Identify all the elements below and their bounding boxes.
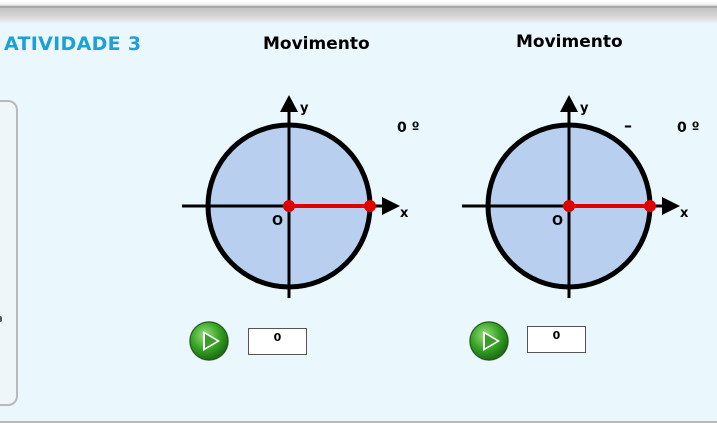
panel-2-y-arrow <box>560 95 578 112</box>
panel-2-sign: – <box>624 116 632 135</box>
panel-2-origin-label: O <box>552 214 563 229</box>
panel-1-unit-circle-diagram: O x y <box>182 95 409 298</box>
panel-1-title: Movimento <box>263 34 370 54</box>
panel-1-origin-point <box>283 200 295 212</box>
panel-2-value-field[interactable]: 0 <box>527 326 586 353</box>
panel-2-play-button[interactable] <box>468 320 510 362</box>
panel-1-value-field[interactable]: 0 <box>248 328 307 355</box>
panel-2-angle-readout: 0 º <box>677 120 700 136</box>
panel-2-unit-circle-diagram: O x y <box>462 95 689 298</box>
panel-1-moving-point[interactable] <box>364 200 376 212</box>
panel-1-angle-readout: 0 º <box>397 120 420 136</box>
side-panel-handle[interactable] <box>0 100 18 406</box>
play-icon <box>189 321 229 361</box>
panel-1-origin-label: O <box>272 214 283 229</box>
panel-1-y-label: y <box>300 101 309 116</box>
panel-2-x-label: x <box>680 206 689 221</box>
panel-2-origin-point <box>563 200 575 212</box>
panel-2-moving-point[interactable] <box>644 200 656 212</box>
side-handle-dot <box>0 316 2 322</box>
bottom-divider <box>0 421 717 423</box>
panel-2-title: Movimento <box>516 32 623 52</box>
panel-1-play-button[interactable] <box>188 320 230 362</box>
panel-1-x-arrow <box>382 197 400 215</box>
top-toolbar <box>0 0 717 24</box>
activity-title: ATIVIDADE 3 <box>4 33 142 55</box>
panel-1-x-label: x <box>400 206 409 221</box>
top-divider <box>0 6 717 8</box>
play-icon <box>469 321 509 361</box>
panel-2-y-label: y <box>580 101 589 116</box>
panel-1-y-arrow <box>280 95 298 112</box>
panel-2-x-arrow <box>662 197 680 215</box>
